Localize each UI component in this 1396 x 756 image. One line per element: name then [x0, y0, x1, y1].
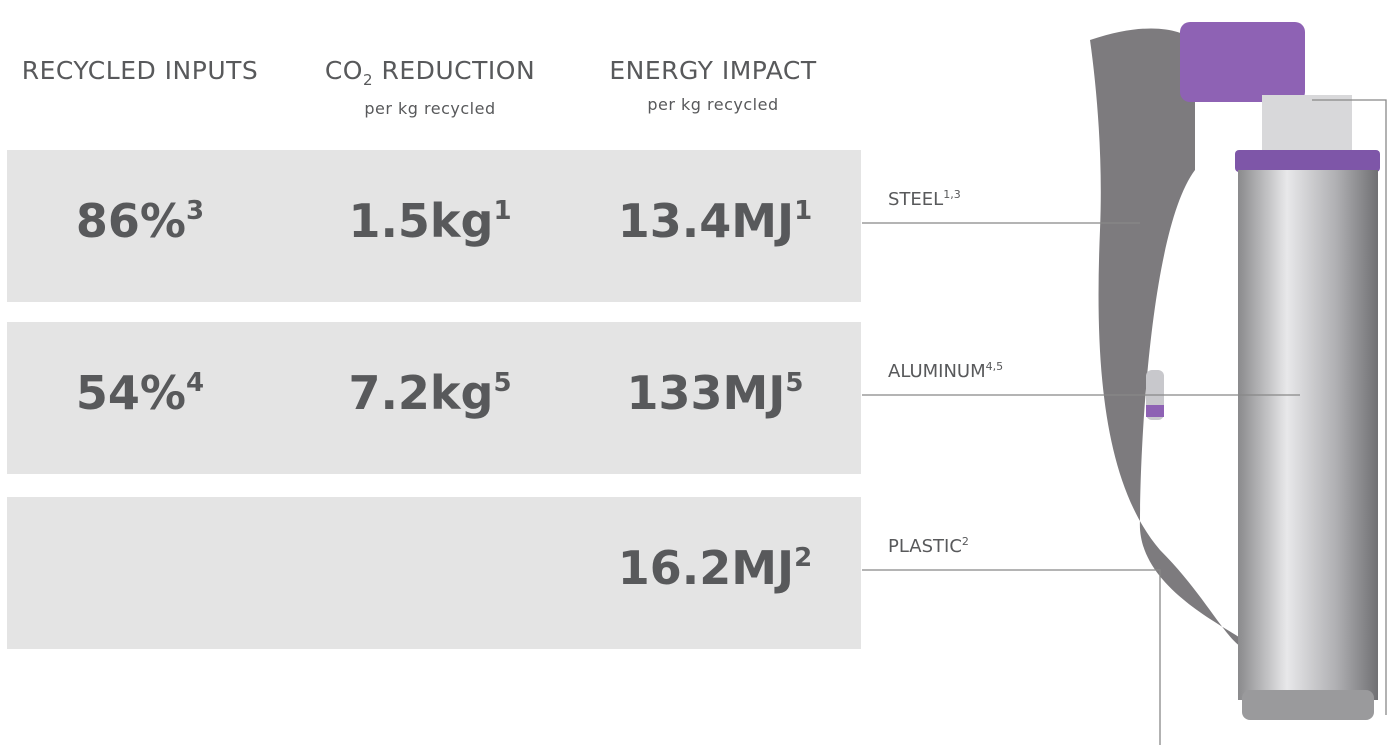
- header-title: ENERGY IMPACT: [609, 56, 817, 85]
- stat-value: 54%4: [0, 366, 290, 420]
- footnote: 4: [186, 368, 205, 398]
- row-box: [7, 322, 861, 474]
- header-note: per kg recycled: [647, 95, 779, 114]
- column-header: CO2 REDUCTION per kg recycled: [280, 56, 580, 118]
- stat-value: 1.5kg1: [280, 194, 580, 248]
- header-title: REDUCTION: [373, 56, 536, 85]
- footnote: 1: [493, 196, 512, 226]
- stat-value: 7.2kg5: [280, 366, 580, 420]
- stat-value: 13.4MJ1: [565, 194, 865, 248]
- header-note: per kg recycled: [364, 99, 496, 118]
- material-label: ALUMINUM4,5: [888, 360, 1003, 382]
- footnote: 2: [794, 543, 813, 573]
- footnote: 5: [493, 368, 512, 398]
- footnote: 2: [961, 535, 969, 548]
- footnote: 5: [785, 368, 804, 398]
- label-text: ALUMINUM: [888, 361, 986, 382]
- row-box: [7, 497, 861, 649]
- value: 16.2MJ: [617, 541, 795, 595]
- value: 13.4MJ: [617, 194, 795, 248]
- value: 7.2kg: [348, 366, 494, 420]
- label-text: PLASTIC: [888, 536, 962, 557]
- material-label: STEEL1,3: [888, 188, 961, 210]
- header-subscript: 2: [362, 71, 374, 89]
- column-header: ENERGY IMPACT per kg recycled: [563, 56, 863, 114]
- header-title: CO: [324, 56, 363, 85]
- footnote: 1: [794, 196, 813, 226]
- value: 1.5kg: [348, 194, 494, 248]
- footnote: 3: [186, 196, 205, 226]
- value: 54%: [75, 366, 186, 420]
- value: 133MJ: [626, 366, 786, 420]
- footnote: 1,3: [943, 188, 961, 201]
- footnote: 4,5: [985, 360, 1004, 373]
- value: 86%: [75, 194, 186, 248]
- label-text: STEEL: [888, 189, 944, 210]
- material-label: PLASTIC2: [888, 535, 969, 557]
- stat-value: 133MJ5: [565, 366, 865, 420]
- row-box: [7, 150, 861, 302]
- stat-value: 86%3: [0, 194, 290, 248]
- header-title: RECYCLED INPUTS: [21, 56, 259, 85]
- column-header: RECYCLED INPUTS: [0, 56, 290, 85]
- stat-value: 16.2MJ2: [565, 541, 865, 595]
